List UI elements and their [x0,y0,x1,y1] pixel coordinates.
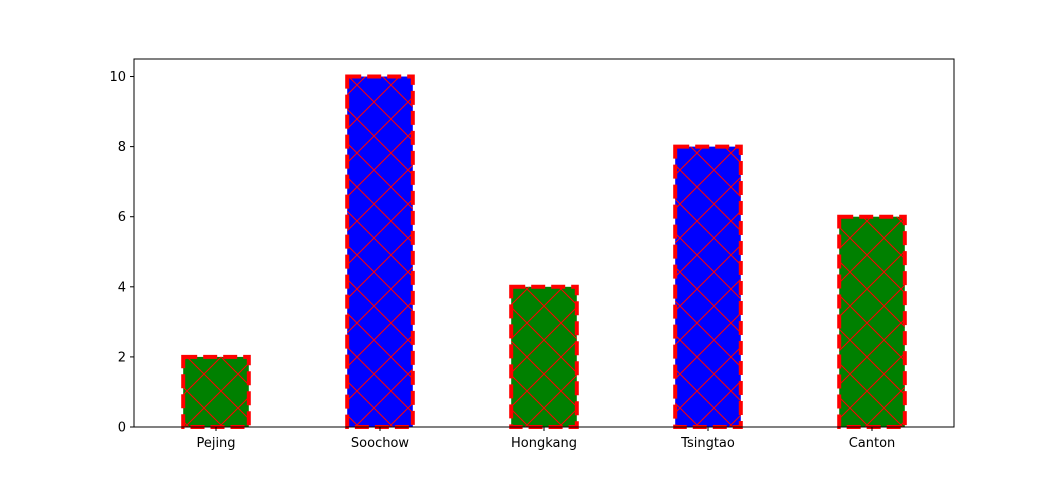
bar-soochow [345,74,415,430]
y-tick-label: 0 [118,421,126,436]
x-tick-label-soochow: Soochow [351,436,409,451]
y-tick-label: 2 [118,350,126,365]
y-tick-label: 10 [109,70,126,85]
y-tick-label: 6 [118,210,126,225]
bar-pejing [181,354,251,429]
bar-hongkang [509,284,579,429]
axes-layer: 0 2 4 6 8 10 Pejing Soochow Hongkang Tsingtao Cant… [109,58,955,451]
y-tick-label: 8 [118,140,126,155]
x-tick-label-pejing: Pejing [196,436,235,451]
y-tick-label: 4 [118,280,126,295]
bars-layer [181,74,907,430]
x-tick-label-canton: Canton [849,436,896,451]
bar-canton [837,214,907,429]
x-tick-label-hongkang: Hongkang [511,436,577,451]
x-tick-label-tsingtao: Tsingtao [680,436,735,451]
bar-tsingtao [673,144,743,429]
